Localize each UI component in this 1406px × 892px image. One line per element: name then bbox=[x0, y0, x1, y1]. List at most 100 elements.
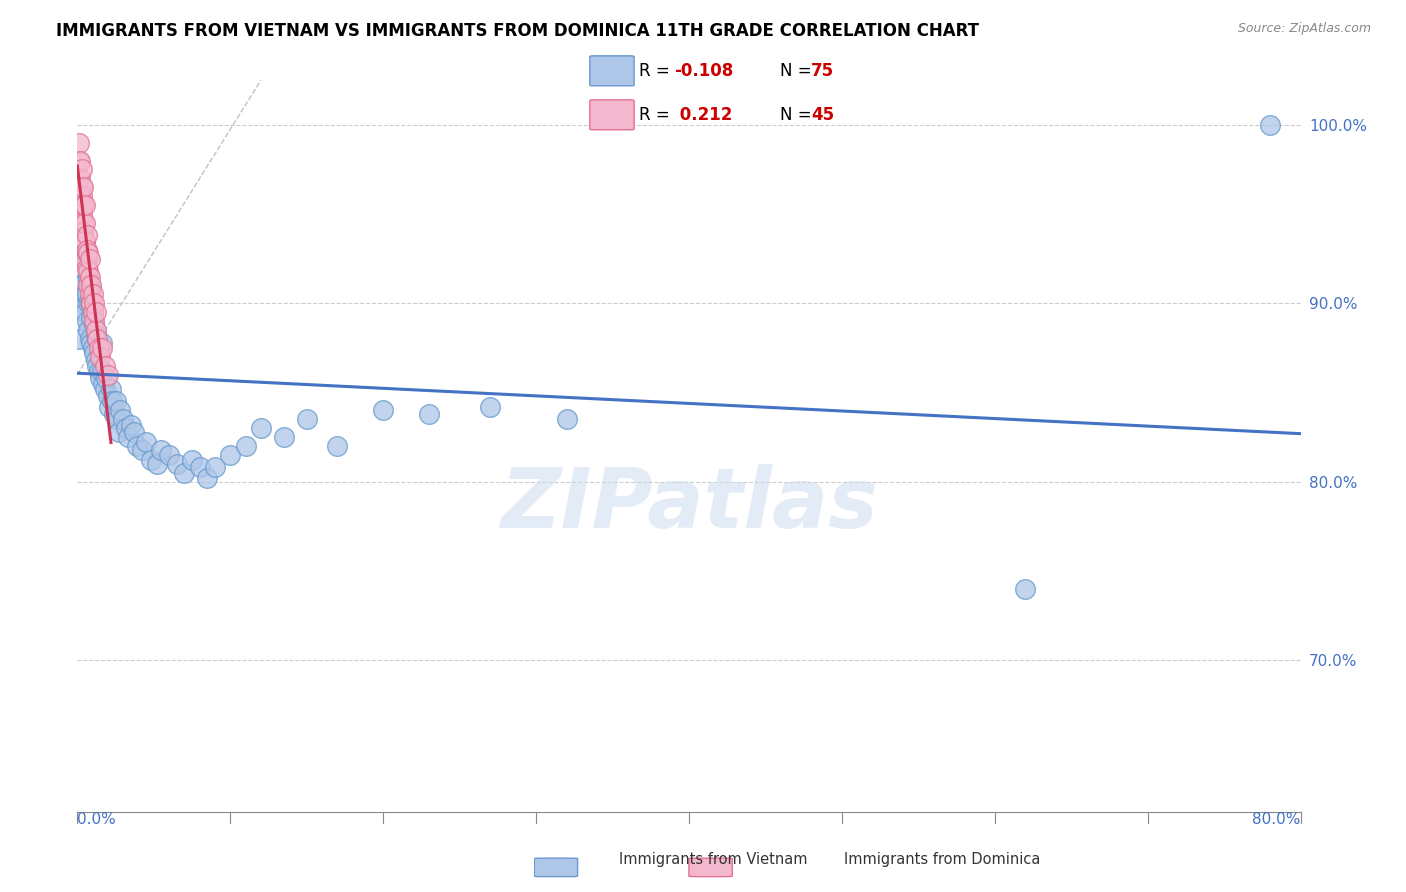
Point bbox=[105, 412, 128, 426]
Point bbox=[80, 335, 103, 350]
Point bbox=[94, 359, 117, 373]
Point bbox=[135, 435, 157, 450]
Point bbox=[77, 264, 100, 278]
Point bbox=[72, 216, 94, 230]
Point bbox=[84, 323, 107, 337]
Text: Immigrants from Vietnam: Immigrants from Vietnam bbox=[619, 852, 807, 867]
Point bbox=[77, 269, 100, 284]
Point bbox=[73, 234, 96, 248]
Point bbox=[87, 341, 110, 355]
Point bbox=[83, 314, 105, 328]
Point bbox=[89, 350, 111, 364]
Point bbox=[73, 287, 96, 301]
FancyBboxPatch shape bbox=[689, 858, 733, 877]
Point bbox=[69, 243, 91, 257]
Point bbox=[72, 225, 94, 239]
FancyBboxPatch shape bbox=[591, 56, 634, 86]
Point bbox=[80, 296, 103, 310]
Point bbox=[326, 439, 349, 453]
Point bbox=[86, 332, 108, 346]
Point bbox=[235, 439, 257, 453]
Point bbox=[100, 382, 122, 396]
Point bbox=[250, 421, 273, 435]
Point bbox=[418, 407, 440, 421]
Point bbox=[76, 228, 98, 243]
Point bbox=[80, 278, 103, 293]
Point bbox=[108, 403, 131, 417]
Point bbox=[73, 252, 96, 266]
Point bbox=[83, 346, 105, 360]
Point bbox=[97, 368, 120, 382]
Point bbox=[70, 189, 93, 203]
Text: Source: ZipAtlas.com: Source: ZipAtlas.com bbox=[1237, 22, 1371, 36]
Point bbox=[69, 153, 91, 168]
Point bbox=[67, 171, 90, 186]
Point bbox=[98, 400, 121, 414]
FancyBboxPatch shape bbox=[534, 858, 578, 877]
Point bbox=[90, 364, 112, 378]
Point bbox=[90, 335, 112, 350]
Point bbox=[84, 328, 107, 343]
Point bbox=[70, 207, 93, 221]
Point bbox=[70, 180, 93, 194]
Text: -0.108: -0.108 bbox=[673, 62, 733, 79]
Point bbox=[94, 382, 117, 396]
Text: ZIPatlas: ZIPatlas bbox=[501, 464, 877, 545]
Point bbox=[173, 466, 195, 480]
Point bbox=[76, 287, 98, 301]
Point bbox=[89, 371, 111, 385]
Point bbox=[86, 359, 108, 373]
Point bbox=[157, 448, 180, 462]
Point bbox=[84, 305, 107, 319]
Point bbox=[101, 394, 124, 409]
Point bbox=[97, 389, 120, 403]
Point bbox=[204, 460, 226, 475]
Point bbox=[70, 198, 93, 212]
Point bbox=[555, 412, 578, 426]
Point bbox=[80, 282, 103, 296]
Text: N =: N = bbox=[779, 62, 817, 79]
Point bbox=[73, 234, 96, 248]
Point bbox=[79, 296, 101, 310]
Text: N =: N = bbox=[779, 106, 817, 124]
Point bbox=[79, 252, 101, 266]
Point bbox=[82, 305, 104, 319]
Point bbox=[107, 425, 129, 439]
Point bbox=[69, 171, 91, 186]
Point bbox=[72, 198, 94, 212]
Text: 0.0%: 0.0% bbox=[77, 812, 117, 827]
Y-axis label: 11th Grade: 11th Grade bbox=[0, 402, 7, 490]
Point bbox=[104, 394, 127, 409]
Point bbox=[69, 189, 91, 203]
FancyBboxPatch shape bbox=[591, 100, 634, 130]
Point bbox=[76, 246, 98, 260]
Text: R =: R = bbox=[638, 106, 675, 124]
Point bbox=[166, 457, 188, 471]
Point bbox=[1014, 582, 1036, 596]
Point bbox=[67, 136, 90, 150]
Point bbox=[103, 407, 125, 421]
Point bbox=[77, 278, 100, 293]
Point bbox=[96, 371, 118, 385]
Point bbox=[125, 439, 148, 453]
Point bbox=[72, 180, 94, 194]
Point bbox=[188, 460, 211, 475]
Point bbox=[146, 457, 169, 471]
Point bbox=[77, 296, 100, 310]
Point bbox=[70, 278, 93, 293]
Point bbox=[122, 425, 145, 439]
Point bbox=[90, 341, 112, 355]
Point bbox=[67, 153, 90, 168]
Point bbox=[295, 412, 318, 426]
Point bbox=[139, 453, 162, 467]
Point bbox=[77, 246, 100, 260]
Text: 45: 45 bbox=[811, 106, 834, 124]
Point bbox=[79, 332, 101, 346]
Point bbox=[120, 417, 142, 432]
Point bbox=[1258, 118, 1281, 132]
Text: 80.0%: 80.0% bbox=[1253, 812, 1301, 827]
Point bbox=[84, 353, 107, 368]
Point bbox=[73, 216, 96, 230]
Point bbox=[76, 252, 98, 266]
Point bbox=[73, 305, 96, 319]
